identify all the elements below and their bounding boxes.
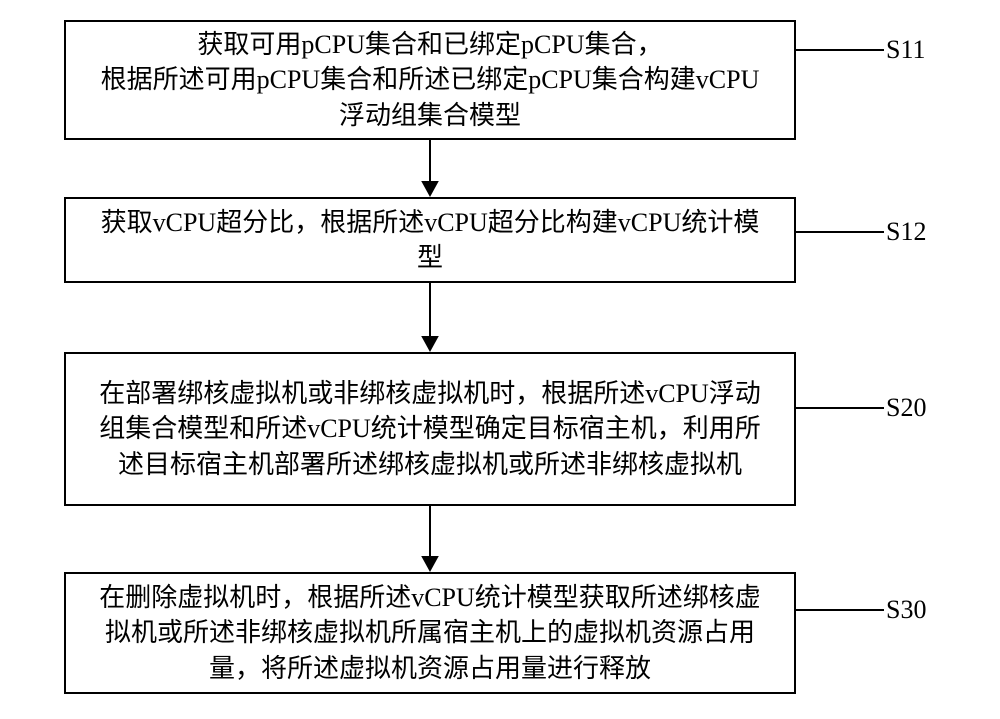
- label-s11-text: S11: [886, 32, 926, 67]
- label-s11: S11: [886, 30, 976, 70]
- label-s12-text: S12: [886, 214, 926, 249]
- flowchart-canvas: 获取可用pCPU集合和已绑定pCPU集合，根据所述可用pCPU集合和所述已绑定p…: [0, 0, 1000, 719]
- label-s20: S20: [886, 388, 976, 428]
- step-s11-text: 获取可用pCPU集合和已绑定pCPU集合，根据所述可用pCPU集合和所述已绑定p…: [101, 27, 760, 132]
- step-s30-text: 在删除虚拟机时，根据所述vCPU统计模型获取所述绑核虚拟机或所述非绑核虚拟机所属…: [99, 580, 761, 685]
- label-s30-text: S30: [886, 592, 926, 627]
- step-s20: 在部署绑核虚拟机或非绑核虚拟机时，根据所述vCPU浮动组集合模型和所述vCPU统…: [64, 352, 796, 506]
- step-s30: 在删除虚拟机时，根据所述vCPU统计模型获取所述绑核虚拟机或所述非绑核虚拟机所属…: [64, 572, 796, 694]
- label-s20-text: S20: [886, 390, 926, 425]
- label-s12: S12: [886, 212, 976, 252]
- step-s12: 获取vCPU超分比，根据所述vCPU超分比构建vCPU统计模型: [64, 197, 796, 283]
- step-s11: 获取可用pCPU集合和已绑定pCPU集合，根据所述可用pCPU集合和所述已绑定p…: [64, 20, 796, 140]
- step-s20-text: 在部署绑核虚拟机或非绑核虚拟机时，根据所述vCPU浮动组集合模型和所述vCPU统…: [99, 376, 761, 481]
- label-s30: S30: [886, 590, 976, 630]
- step-s12-text: 获取vCPU超分比，根据所述vCPU超分比构建vCPU统计模型: [101, 205, 760, 275]
